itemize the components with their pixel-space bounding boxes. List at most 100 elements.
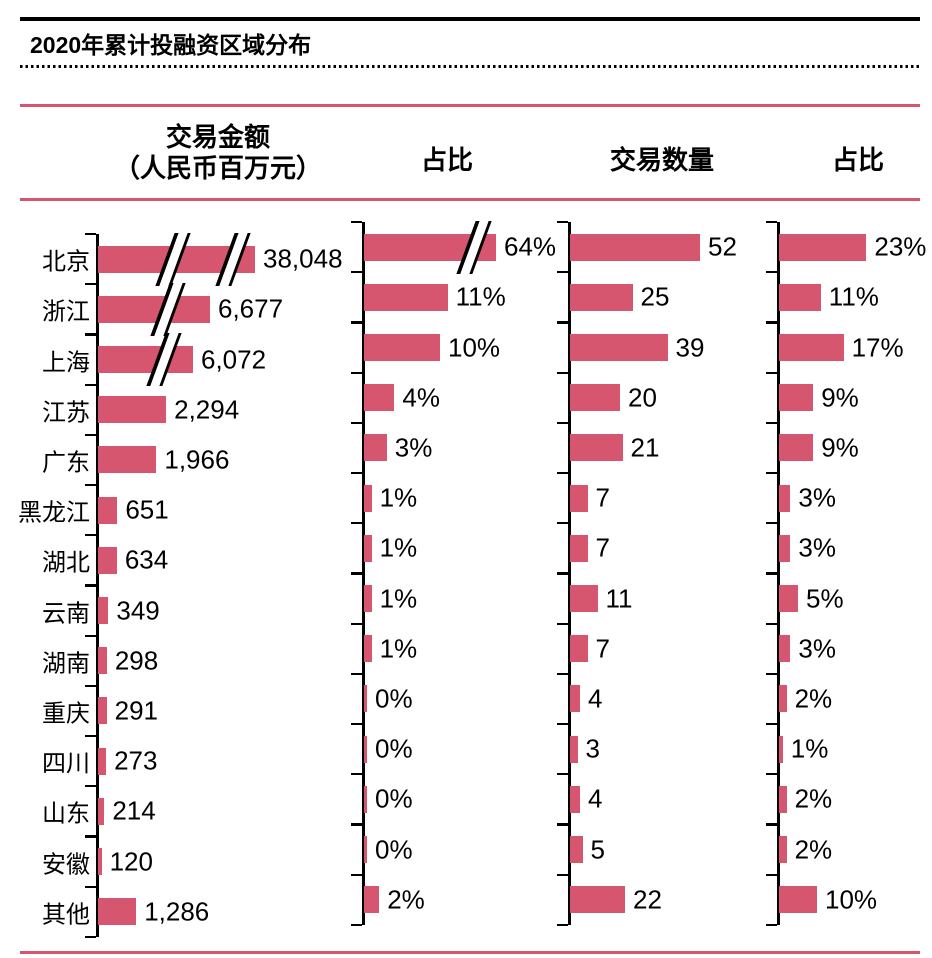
axis-line xyxy=(362,222,365,925)
row-label: 江苏 xyxy=(42,399,90,427)
bar xyxy=(364,534,372,562)
axis-tick xyxy=(85,935,96,938)
bar-value-label: 52 xyxy=(708,231,737,262)
bar-value-label: 3 xyxy=(585,733,600,764)
bar-value-label: 2,294 xyxy=(174,394,240,425)
bar-value-label: 1% xyxy=(379,583,418,613)
bar-value-label: 11 xyxy=(605,583,633,613)
bar xyxy=(570,384,620,412)
bar-value-label: 273 xyxy=(114,745,158,776)
axis-tick xyxy=(85,484,96,487)
bar-value-label: 0% xyxy=(375,834,413,864)
bar-value-label: 7 xyxy=(595,482,610,513)
axis-tick xyxy=(766,823,777,826)
axis-tick xyxy=(351,672,362,675)
bar xyxy=(364,836,367,863)
row-label: 四川 xyxy=(42,750,90,778)
bar xyxy=(364,384,395,412)
bar-value-label: 291 xyxy=(114,695,159,726)
axis-line xyxy=(777,222,780,925)
bar xyxy=(364,434,387,462)
axis-tick xyxy=(557,923,568,926)
bar xyxy=(98,848,102,875)
bar-value-label: 11% xyxy=(828,281,879,312)
bar-value-label: 9% xyxy=(821,382,859,413)
axis-line xyxy=(96,234,99,937)
bar-value-label: 6,072 xyxy=(201,344,267,374)
bar xyxy=(364,685,367,713)
bar xyxy=(98,697,107,725)
bar-value-label: 2% xyxy=(794,683,833,714)
axis-tick xyxy=(766,221,777,224)
bar xyxy=(779,534,791,562)
bar-value-label: 5 xyxy=(590,834,605,864)
axis-tick xyxy=(351,421,362,424)
bar-value-label: 6,677 xyxy=(218,293,284,324)
bar-value-label: 5% xyxy=(806,583,844,613)
dotted-rule xyxy=(20,65,920,68)
axis-tick xyxy=(85,584,96,587)
bar-value-label: 64% xyxy=(504,231,557,262)
bar xyxy=(570,334,668,361)
bar-value-label: 3% xyxy=(798,532,836,563)
axis-tick xyxy=(557,572,568,575)
axis-tick xyxy=(85,534,96,537)
bar xyxy=(570,283,633,311)
axis-tick xyxy=(557,371,568,374)
bar-value-label: 10% xyxy=(448,332,501,362)
row-label: 上海 xyxy=(42,349,90,376)
row-label: 黑龙江 xyxy=(18,499,90,527)
row-label: 北京 xyxy=(42,248,90,276)
row-label: 湖南 xyxy=(42,650,90,678)
axis-tick xyxy=(351,271,362,274)
axis-tick xyxy=(351,572,362,575)
bar-value-label: 298 xyxy=(114,645,159,676)
bar-value-label: 25 xyxy=(640,281,670,312)
bar-value-label: 2% xyxy=(794,783,833,814)
bar xyxy=(779,685,787,713)
bar xyxy=(570,635,588,663)
axis-tick xyxy=(766,923,777,926)
axis-tick xyxy=(85,684,96,687)
axis-tick xyxy=(557,723,568,726)
axis-tick xyxy=(766,421,777,424)
axis-tick xyxy=(557,421,568,424)
bar xyxy=(98,597,109,624)
bar xyxy=(779,434,814,462)
bar-value-label: 1% xyxy=(379,482,418,513)
axis-tick xyxy=(766,522,777,525)
column-header-share-amount: 占比 xyxy=(420,145,474,175)
bar-value-label: 1% xyxy=(379,532,418,563)
bar xyxy=(779,886,817,914)
axis-tick xyxy=(351,221,362,224)
bar xyxy=(570,886,625,914)
column-header-deal-count: 交易数量 xyxy=(609,145,715,175)
bottom-rule xyxy=(20,951,920,954)
bar-value-label: 2% xyxy=(794,834,833,864)
axis-tick xyxy=(85,433,96,436)
bar-value-label: 11% xyxy=(455,281,506,312)
bar-value-label: 3% xyxy=(798,633,836,664)
page-title: 2020年累计投融资区域分布 xyxy=(30,32,312,58)
axis-tick xyxy=(557,773,568,776)
axis-tick xyxy=(766,873,777,876)
bar xyxy=(98,797,105,825)
bar-value-label: 7 xyxy=(595,532,610,563)
row-label: 山东 xyxy=(42,800,90,828)
axis-tick xyxy=(85,333,96,336)
bar xyxy=(98,546,117,574)
bar xyxy=(364,484,372,512)
bar xyxy=(98,295,210,323)
axis-tick xyxy=(351,923,362,926)
bar xyxy=(98,446,157,474)
axis-tick xyxy=(85,283,96,286)
column-header-amount-line2: （人民币百万元） xyxy=(113,153,323,183)
axis-tick xyxy=(351,622,362,625)
bar-value-label: 39 xyxy=(675,332,705,362)
axis-tick xyxy=(557,221,568,224)
axis-tick xyxy=(557,271,568,274)
bar xyxy=(570,233,700,261)
bar xyxy=(98,647,107,675)
axis-tick xyxy=(557,873,568,876)
